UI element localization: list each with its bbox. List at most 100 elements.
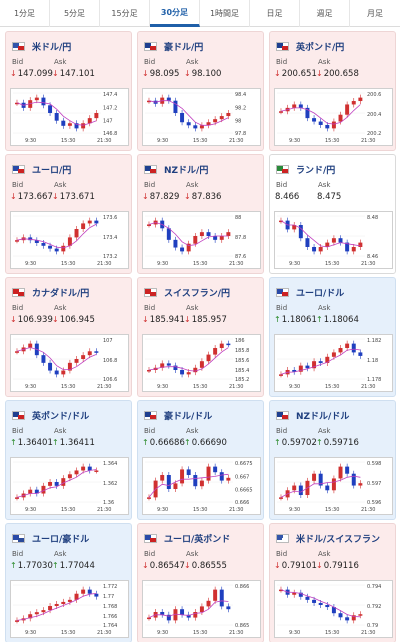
currency-pair-title[interactable]: 英ポンド/円 <box>296 42 345 53</box>
candlestick-chart[interactable]: 98.4 98.2 98 97.8 9:30 15:30 21:30 <box>142 88 261 146</box>
candlestick-chart[interactable]: 186 185.8 185.6 185.4 185.2 9:30 15:30 21:30 <box>142 334 261 392</box>
y-tick-label: 0.6665 <box>235 488 253 494</box>
candle-bar <box>213 466 218 473</box>
candlestick-chart[interactable]: 0.794 0.792 0.79 9:30 15:30 21:30 <box>274 580 393 638</box>
currency-pair-title[interactable]: 米ドル/スイスフラン <box>296 534 381 545</box>
y-tick-label: 1.766 <box>103 614 117 620</box>
candlestick-chart[interactable]: 1.364 1.362 1.36 9:30 15:30 21:30 <box>10 457 129 515</box>
currency-pair-title[interactable]: ユーロ/円 <box>32 165 72 176</box>
candle-bar <box>226 232 231 236</box>
ask-price: 1.77044 <box>59 561 95 571</box>
bid-ask-labels: Bid Ask <box>12 550 67 558</box>
candle-bar <box>15 102 19 105</box>
rate-card[interactable]: ユーロ/英ポンド Bid Ask ↓0.86547 ↓0.86555 0.866… <box>137 523 264 642</box>
rate-card[interactable]: ユーロ/円 Bid Ask ↓173.667 ↓173.671 173.6 173… <box>5 154 132 274</box>
tab-timeframe[interactable]: 日足 <box>250 0 300 27</box>
rate-card[interactable]: ユーロ/ドル Bid Ask ↑1.18061 ↑1.18064 1.182 1.… <box>269 277 396 397</box>
currency-pair-title[interactable]: スイスフラン/円 <box>164 288 231 299</box>
candlestick-chart[interactable]: 88 87.8 87.6 9:30 15:30 21:30 <box>142 211 261 269</box>
tab-timeframe[interactable]: 月足 <box>367 9 383 18</box>
rate-card[interactable]: 米ドル/スイスフラン Bid Ask ↓0.79101 ↓0.79116 0.7… <box>269 523 396 642</box>
currency-pair-title[interactable]: カナダドル/円 <box>32 288 90 299</box>
candle-bar <box>180 369 185 375</box>
candlestick-chart[interactable]: 0.598 0.597 0.596 9:30 15:30 21:30 <box>274 457 393 515</box>
ask-price: 1.36411 <box>59 438 95 448</box>
bid-price: 8.466 <box>275 192 300 202</box>
y-tick-label: 1.178 <box>367 377 381 383</box>
currency-pair-title[interactable]: 英ポンド/ドル <box>32 411 90 422</box>
rate-card[interactable]: ランド/円 Bid Ask 8.466 8.475 8.48 8.46 9:30 15… <box>269 154 396 274</box>
chart-canvas: 0.6675 0.667 0.6665 0.666 9:30 15:30 21:30 <box>145 461 253 513</box>
candlestick-chart[interactable]: 0.866 0.865 9:30 15:30 21:30 <box>142 580 261 638</box>
tab-timeframe[interactable]: 1時間足 <box>200 0 250 27</box>
candle-bar <box>186 122 191 126</box>
currency-pair-title[interactable]: NZドル/円 <box>164 165 209 176</box>
bid-price: 0.79101 <box>281 561 317 571</box>
bid-ask-labels: Bid Ask <box>276 304 331 312</box>
bid-label: Bid <box>144 181 156 189</box>
moving-average-line <box>16 223 97 249</box>
currency-pair-title[interactable]: ユーロ/英ポンド <box>164 534 231 545</box>
rate-card[interactable]: NZドル/円 Bid Ask ↓87.829 ↓87.836 88 87.8 87.… <box>137 154 264 274</box>
tab-timeframe[interactable]: 30分足 <box>150 0 200 27</box>
currency-pair-title[interactable]: ユーロ/豪ドル <box>32 534 90 545</box>
candle-bar <box>81 223 86 230</box>
rate-card[interactable]: 米ドル/円 Bid Ask ↓147.099 ↓147.101 147.4 147… <box>5 31 132 151</box>
candle-bar <box>160 475 165 481</box>
card-title-row: 英ポンド/円 <box>276 39 344 53</box>
currency-flag-icon <box>276 287 289 297</box>
currency-pair-title[interactable]: 米ドル/円 <box>32 42 72 53</box>
ask-label: Ask <box>318 181 331 189</box>
bid-label: Bid <box>12 550 24 558</box>
currency-pair-title[interactable]: 豪ドル/ドル <box>164 411 213 422</box>
rate-card[interactable]: 英ポンド/ドル Bid Ask ↑1.36401 ↑1.36411 1.364 1… <box>5 400 132 520</box>
rate-card[interactable]: 豪ドル/ドル Bid Ask ↑0.66686 ↑0.66690 0.6675 0… <box>137 400 264 520</box>
candle-bar <box>226 606 231 610</box>
card-title-row: 米ドル/スイスフラン <box>276 531 380 545</box>
tab-timeframe[interactable]: 15分足 <box>100 0 150 27</box>
candle-bar <box>331 238 336 243</box>
bid-arrow-icon: ↑ <box>142 438 149 447</box>
rate-card[interactable]: 英ポンド/円 Bid Ask ↓200.651 ↓200.658 200.6 20… <box>269 31 396 151</box>
currency-pair-title[interactable]: ランド/円 <box>296 165 336 176</box>
candlestick-chart[interactable]: 107 106.8 106.6 9:30 15:30 21:30 <box>10 334 129 392</box>
currency-pair-title[interactable]: ユーロ/ドル <box>296 288 345 299</box>
candlestick-chart[interactable]: 200.6 200.4 200.2 9:30 15:30 21:30 <box>274 88 393 146</box>
rate-card[interactable]: 豪ドル/円 Bid Ask ↓98.095 ↓98.100 98.4 98.2 98… <box>137 31 264 151</box>
x-time-label: 21:30 <box>97 507 111 513</box>
candlestick-chart[interactable]: 147.4 147.2 147 146.8 9:30 15:30 21:30 <box>10 88 129 146</box>
moving-average-line <box>280 475 361 498</box>
x-time-label: 15:30 <box>61 507 75 513</box>
candle-bar <box>312 118 317 122</box>
currency-flag-icon <box>12 533 25 543</box>
candle-bar <box>338 348 343 353</box>
candle-bar <box>74 229 79 238</box>
candlestick-chart[interactable]: 1.182 1.18 1.178 9:30 15:30 21:30 <box>274 334 393 392</box>
price-row: ↓173.667 ↓173.671 <box>10 192 95 202</box>
tab-timeframe[interactable]: 週足 <box>300 0 350 27</box>
rate-card[interactable]: NZドル/ドル Bid Ask ↑0.59702 ↑0.59716 0.598 0… <box>269 400 396 520</box>
candle-bar <box>61 478 66 486</box>
candlestick-chart[interactable]: 0.6675 0.667 0.6665 0.666 9:30 15:30 21:30 <box>142 457 261 515</box>
currency-pair-title[interactable]: 豪ドル/円 <box>164 42 204 53</box>
candle-bar <box>312 473 317 481</box>
x-time-label: 15:30 <box>325 261 339 267</box>
tab-timeframe[interactable]: 5分足 <box>50 0 100 27</box>
bid-ask-labels: Bid Ask <box>12 58 67 66</box>
y-tick-label: 1.772 <box>103 584 117 590</box>
rate-card[interactable]: スイスフラン/円 Bid Ask ↓185.941 ↓185.957 186 18… <box>137 277 264 397</box>
candle-bar <box>193 125 198 129</box>
candlestick-chart[interactable]: 173.6 173.4 173.2 9:30 15:30 21:30 <box>10 211 129 269</box>
rate-card[interactable]: ユーロ/豪ドル Bid Ask ↑1.77030 ↑1.77044 1.772 1… <box>5 523 132 642</box>
tab-timeframe[interactable]: 1分足 <box>0 0 50 27</box>
candlestick-chart[interactable]: 1.772 1.77 1.768 1.766 1.764 9:30 15:30 21:30 <box>10 580 129 638</box>
rate-card[interactable]: カナダドル/円 Bid Ask ↓106.939 ↓106.945 107 106… <box>5 277 132 397</box>
candle-bar <box>173 239 178 248</box>
y-tick-label: 0.865 <box>235 623 249 629</box>
currency-pair-title[interactable]: NZドル/ドル <box>296 411 350 422</box>
candle-bar <box>292 104 297 108</box>
candle-bar <box>298 225 303 239</box>
candle-bar <box>206 466 211 481</box>
candlestick-chart[interactable]: 8.48 8.46 9:30 15:30 21:30 <box>274 211 393 269</box>
ask-label: Ask <box>318 550 331 558</box>
